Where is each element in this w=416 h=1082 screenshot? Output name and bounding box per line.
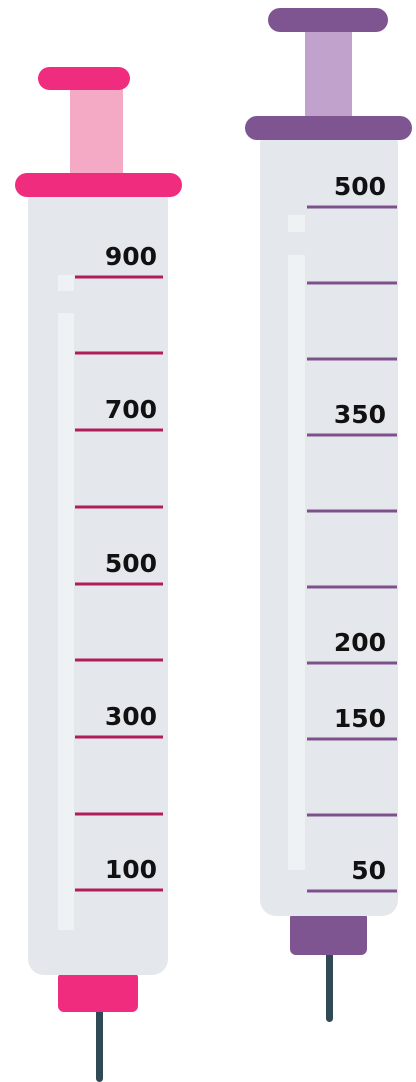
plunger-rod xyxy=(70,86,123,178)
needle xyxy=(96,1005,103,1082)
scale-label: 150 xyxy=(334,704,386,733)
barrel-highlight xyxy=(288,215,305,232)
barrel xyxy=(260,128,398,916)
scale-label: 500 xyxy=(105,549,157,578)
scale-label: 900 xyxy=(105,242,157,271)
flange xyxy=(15,173,182,197)
plunger-top xyxy=(38,67,130,90)
scale-label: 100 xyxy=(105,855,157,884)
scale-label: 300 xyxy=(105,702,157,731)
right-syringe xyxy=(245,8,412,1022)
needle xyxy=(326,945,333,1022)
needle-hub xyxy=(290,912,367,955)
plunger-top xyxy=(268,8,388,32)
scale-label: 500 xyxy=(334,172,386,201)
barrel-highlight xyxy=(58,313,74,930)
syringes-illustration: 900 700 500 300 100 500 350 200 150 50 xyxy=(0,0,416,1082)
needle-hub xyxy=(58,972,138,1012)
scale-label: 200 xyxy=(334,628,386,657)
barrel-highlight xyxy=(58,275,74,291)
scale-label: 700 xyxy=(105,395,157,424)
scale-label: 350 xyxy=(334,400,386,429)
plunger-rod xyxy=(305,28,352,120)
barrel-highlight xyxy=(288,255,305,870)
flange xyxy=(245,116,412,140)
scale-label: 50 xyxy=(351,856,386,885)
